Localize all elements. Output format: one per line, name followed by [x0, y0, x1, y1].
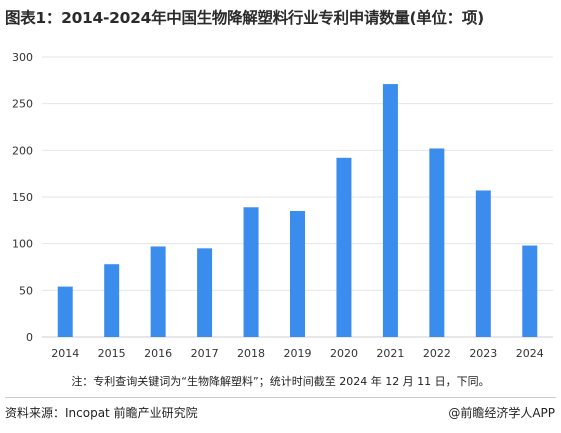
x-axis-ticks: 2014 2015 2016 2017 2018 2019 2020 2021 2022 2023…	[51, 347, 544, 360]
y-tick-label: 250	[12, 98, 33, 111]
y-tick-label: 100	[12, 238, 33, 251]
x-tick-label: 2017	[191, 347, 219, 360]
y-axis-ticks: 0 50 100 150 200 250 300	[12, 51, 33, 344]
bar-2024	[522, 245, 538, 337]
x-tick-label: 2018	[237, 347, 265, 360]
y-tick-label: 300	[12, 51, 33, 64]
bar-2017	[197, 248, 213, 337]
bar-2020	[336, 157, 352, 337]
y-tick-label: 50	[19, 284, 33, 297]
x-tick-label: 2014	[51, 347, 79, 360]
bar-2019	[290, 211, 305, 337]
x-tick-label: 2015	[98, 347, 126, 360]
chart-title: 图表1：2014-2024年中国生物降解塑料行业专利申请数量(单位：项)	[5, 9, 484, 27]
bar-2014	[57, 286, 73, 337]
x-tick-label: 2016	[144, 347, 172, 360]
x-tick-label: 2021	[376, 347, 404, 360]
x-tick-label: 2024	[516, 347, 544, 360]
bar-2016	[150, 246, 166, 337]
footer-divider	[5, 397, 556, 398]
bar-2022	[429, 148, 445, 337]
bars	[57, 84, 538, 337]
x-tick-label: 2020	[330, 347, 358, 360]
x-tick-label: 2023	[469, 347, 497, 360]
bar-2015	[104, 264, 120, 337]
bar-2018	[243, 207, 259, 337]
bar-2023	[475, 190, 491, 337]
y-tick-label: 150	[12, 191, 33, 204]
x-tick-label: 2022	[423, 347, 451, 360]
app-credit: @前瞻经济学人APP	[448, 406, 555, 420]
x-tick-label: 2019	[284, 347, 312, 360]
chart-note: 注：专利查询关键词为“生物降解塑料”；统计时间截至 2024 年 12 月 11…	[71, 375, 490, 388]
y-tick-label: 0	[26, 331, 33, 344]
bar-2021	[382, 84, 398, 337]
y-tick-label: 200	[12, 144, 33, 157]
source-text: 资料来源：Incopat 前瞻产业研究院	[5, 406, 198, 420]
